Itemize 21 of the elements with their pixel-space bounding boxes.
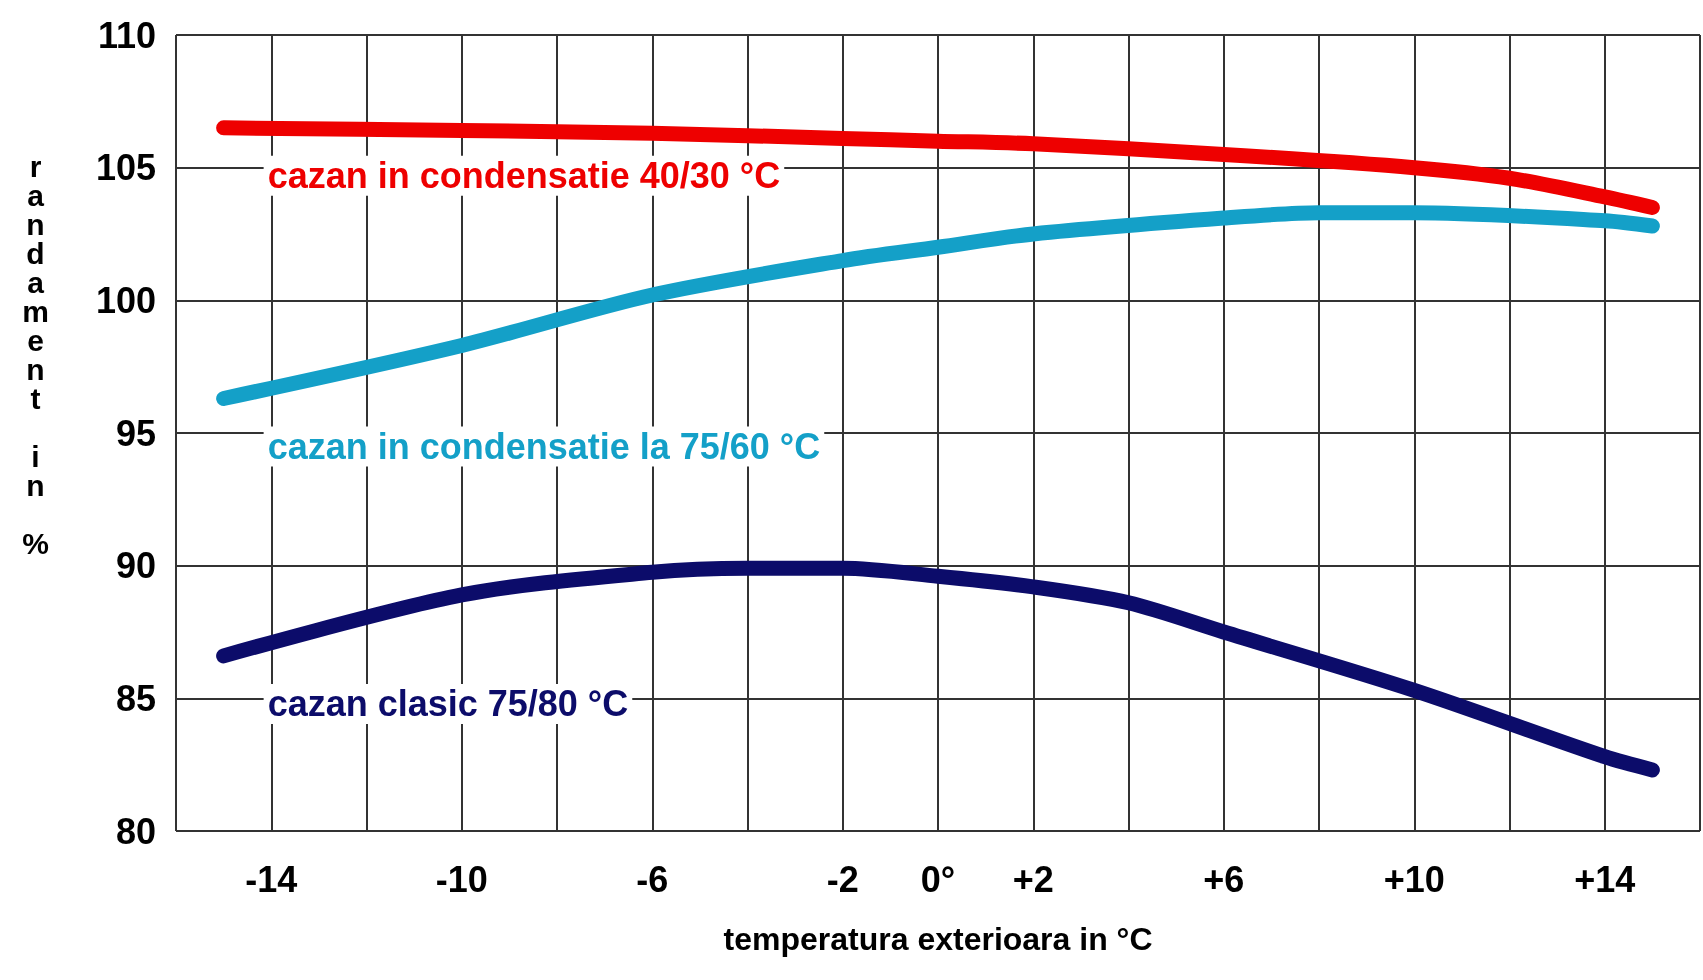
series-label: cazan in condensatie 40/30 °C (267, 155, 781, 197)
x-tick-label: -6 (636, 858, 669, 900)
x-tick-label: -14 (245, 858, 298, 900)
y-tick-label: 80 (115, 810, 156, 852)
x-axis-title: temperatura exterioara in °C (723, 921, 1153, 957)
x-tick-label: +6 (1203, 858, 1245, 900)
x-tick-label: +2 (1012, 858, 1054, 900)
x-tick-label: +14 (1574, 858, 1636, 900)
y-axis-title: randament in % (18, 150, 52, 556)
y-tick-label: 110 (97, 14, 156, 56)
series-label: cazan clasic 75/80 °C (267, 683, 629, 725)
x-tick-label: -10 (435, 858, 488, 900)
x-tick-label: 0° (920, 858, 956, 900)
y-tick-label: 85 (115, 677, 156, 719)
series-label: cazan in condensatie la 75/60 °C (267, 426, 821, 468)
x-tick-label: -2 (826, 858, 859, 900)
x-tick-label: +10 (1383, 858, 1445, 900)
y-tick-label: 90 (115, 545, 156, 587)
y-tick-label: 95 (115, 412, 156, 454)
y-tick-label: 105 (95, 147, 156, 189)
y-tick-label: 100 (95, 279, 156, 321)
